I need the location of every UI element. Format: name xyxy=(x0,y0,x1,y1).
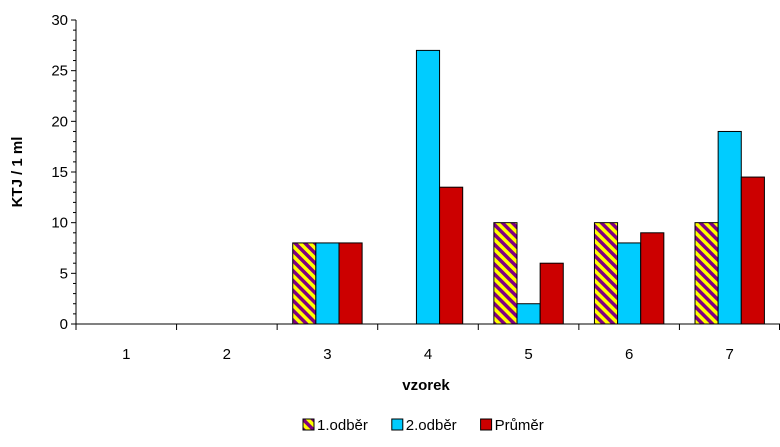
x-axis-title: vzorek xyxy=(402,377,450,394)
y-tick-label: 30 xyxy=(51,12,68,29)
y-tick-label: 10 xyxy=(51,215,68,232)
x-tick-label: 7 xyxy=(726,346,734,363)
bar xyxy=(640,232,665,325)
x-tick-label: 2 xyxy=(223,346,231,363)
legend-label: 1.odběr xyxy=(317,417,368,434)
y-axis-title: KTJ / 1 ml xyxy=(9,137,26,208)
x-tick-label: 4 xyxy=(424,346,432,363)
bar xyxy=(439,186,464,325)
x-tick-label: 5 xyxy=(524,346,532,363)
x-tick-label: 1 xyxy=(122,346,130,363)
bar xyxy=(717,130,742,325)
bar xyxy=(338,242,363,325)
y-tick-label: 5 xyxy=(60,265,68,282)
legend-swatch xyxy=(302,418,315,431)
legend-swatch xyxy=(480,418,493,431)
bar xyxy=(516,303,541,325)
bar xyxy=(617,242,642,325)
y-axis: 0 5 10 15 20 25 30 xyxy=(51,12,77,333)
legend-label: Průměr xyxy=(495,417,544,434)
y-tick-label: 0 xyxy=(60,316,68,333)
bar xyxy=(740,176,765,325)
x-tick-label: 3 xyxy=(323,346,331,363)
bar xyxy=(315,242,340,325)
bar xyxy=(593,222,619,325)
bar xyxy=(292,242,317,325)
bars xyxy=(292,49,765,325)
x-tick-label: 6 xyxy=(625,346,633,363)
bar xyxy=(539,262,564,325)
bar xyxy=(415,49,441,325)
bar xyxy=(493,222,518,325)
y-tick-label: 15 xyxy=(51,164,68,181)
bar xyxy=(694,222,719,325)
x-axis: 1 2 3 4 5 6 7 xyxy=(75,323,780,363)
legend-label: 2.odběr xyxy=(406,417,457,434)
legend: 1.odběr 2.odběr Průměr xyxy=(302,417,544,434)
y-tick-label: 25 xyxy=(51,63,68,80)
y-tick-label: 20 xyxy=(51,113,68,130)
legend-swatch xyxy=(391,418,404,431)
